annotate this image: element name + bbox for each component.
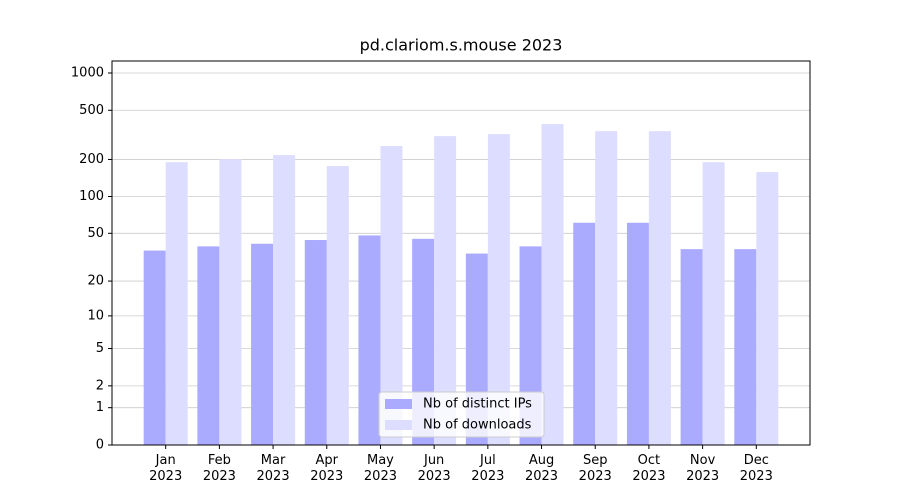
y-tick-label: 50 (87, 226, 104, 241)
bar (197, 246, 220, 445)
x-tick-label: Feb 2023 (202, 453, 236, 484)
y-tick-label: 1 (96, 400, 104, 415)
bar (165, 162, 188, 445)
bar (326, 165, 349, 445)
bar (358, 235, 381, 445)
y-tick-label: 1000 (71, 66, 104, 81)
x-tick-label: Aug 2023 (524, 453, 559, 484)
bar (702, 162, 725, 445)
x-tick-label: Apr 2023 (310, 453, 344, 484)
x-tick-label: Mar 2023 (256, 453, 290, 484)
bar (648, 131, 671, 446)
bar (487, 134, 510, 445)
bar (380, 146, 403, 445)
bar (541, 124, 564, 445)
y-tick-label: 20 (87, 274, 104, 289)
legend-label: Nb of distinct IPs (423, 397, 532, 412)
bar (434, 136, 457, 446)
x-tick-label: Jun 2023 (417, 453, 451, 484)
x-tick-label: Jan 2023 (149, 453, 183, 484)
legend-swatch (385, 420, 412, 430)
x-tick-label: Oct 2023 (632, 453, 666, 484)
bar (573, 222, 596, 445)
y-tick-label: 200 (79, 152, 104, 167)
bar (251, 243, 274, 445)
x-tick-label: May 2023 (363, 453, 397, 484)
legend-box (378, 391, 545, 438)
plot-frame (111, 60, 811, 446)
y-tick-label: 0 (96, 438, 104, 453)
legend-swatch (385, 399, 412, 409)
bar (734, 249, 757, 445)
x-tick-label: Jul 2023 (471, 453, 505, 484)
bar (273, 155, 296, 445)
bar (626, 222, 649, 445)
bar (680, 249, 703, 445)
y-tick-label: 100 (79, 189, 104, 204)
x-tick-label: Dec 2023 (739, 453, 773, 484)
y-tick-label: 500 (79, 103, 104, 118)
x-tick-label: Sep 2023 (578, 453, 612, 484)
bar (595, 131, 618, 446)
chart-title: pd.clariom.s.mouse 2023 (360, 36, 563, 55)
legend-label: Nb of downloads (423, 418, 532, 433)
x-tick-label: Nov 2023 (686, 453, 720, 484)
y-tick-label: 2 (96, 378, 104, 393)
bar (756, 172, 779, 445)
y-tick-label: 10 (87, 308, 104, 323)
bar (304, 240, 327, 445)
bar (219, 159, 242, 445)
y-tick-label: 5 (96, 341, 104, 356)
bar (143, 250, 166, 445)
